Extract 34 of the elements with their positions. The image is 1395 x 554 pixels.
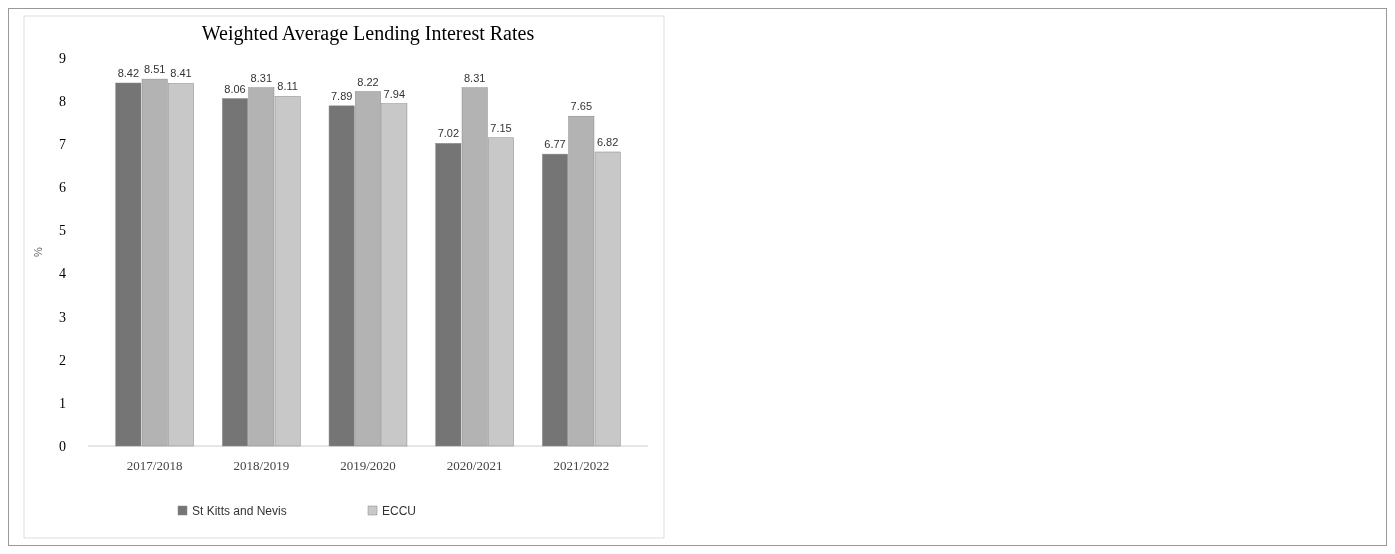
data-label: 7.65 xyxy=(570,100,593,113)
y-tick-label: 7 xyxy=(59,137,66,153)
data-label: 7.15 xyxy=(490,121,512,134)
data-label: 8.22 xyxy=(357,75,379,88)
data-label: 6.82 xyxy=(596,135,619,148)
data-label: 8.31 xyxy=(463,71,486,84)
data-label: 7.02 xyxy=(437,127,460,140)
x-tick-label: 2018/2019 xyxy=(233,458,290,473)
x-tick-label: 2020/2021 xyxy=(446,458,503,473)
x-tick-label: 2021/2022 xyxy=(553,458,610,473)
legend-label: ECCU xyxy=(382,504,417,519)
y-tick-label: 9 xyxy=(59,50,66,66)
data-label: 7.94 xyxy=(383,87,406,100)
y-tick-label: 5 xyxy=(59,223,66,239)
y-tick-label: 0 xyxy=(59,438,66,454)
y-tick-label: 4 xyxy=(59,266,66,282)
data-label: 8.11 xyxy=(277,80,298,93)
x-tick-label: 2019/2020 xyxy=(340,458,396,473)
y-tick-label: 2 xyxy=(59,352,66,368)
y-axis-title: % xyxy=(32,246,44,257)
y-tick-label: 3 xyxy=(59,309,66,325)
data-label: 8.31 xyxy=(250,71,273,84)
y-tick-label: 8 xyxy=(59,94,66,110)
y-tick-label: 6 xyxy=(59,180,66,196)
data-label: 7.89 xyxy=(330,89,353,102)
chart-title: Weighted Average Lending Interest Rates xyxy=(201,22,535,45)
y-tick-label: 1 xyxy=(59,395,66,411)
data-label: 8.51 xyxy=(143,63,166,76)
legend-label: St Kitts and Nevis xyxy=(192,504,287,519)
data-label: 8.06 xyxy=(224,82,246,95)
x-tick-label: 2017/2018 xyxy=(126,458,183,473)
data-label: 8.41 xyxy=(170,67,192,80)
data-label: 8.42 xyxy=(117,67,140,79)
data-label: 6.77 xyxy=(544,138,566,151)
